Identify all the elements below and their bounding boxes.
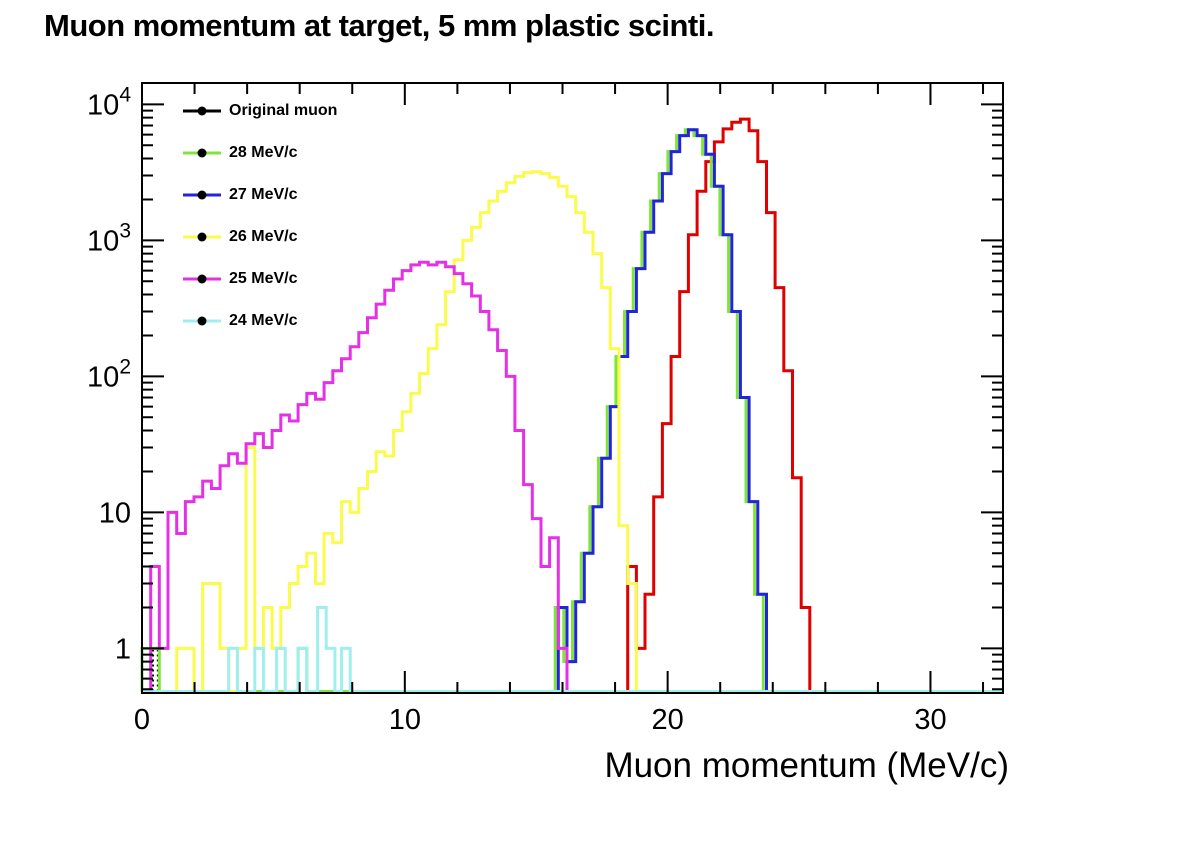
series-p26 bbox=[175, 170, 638, 693]
x-tick-label: 30 bbox=[914, 704, 946, 736]
series-p24 bbox=[142, 606, 1003, 693]
legend-item-original-muon: Original muon bbox=[183, 99, 337, 123]
legend-swatch-line bbox=[183, 274, 221, 284]
y-tick-label: 1 bbox=[115, 633, 131, 665]
legend-swatch-line bbox=[183, 190, 221, 200]
x-axis-title: Muon momentum (MeV/c) bbox=[604, 746, 1009, 785]
y-tick-label: 104 bbox=[87, 83, 131, 121]
legend-item-24-mev-c: 24 MeV/c bbox=[183, 309, 297, 333]
series-p25 bbox=[149, 260, 569, 692]
x-axis-tick-labels: 0 10 20 30 bbox=[134, 704, 947, 736]
series-p27 bbox=[556, 128, 768, 692]
legend-swatch-line bbox=[183, 148, 221, 158]
legend-marker-dot bbox=[197, 106, 207, 116]
axis-ticks bbox=[141, 83, 1003, 693]
y-tick-label: 103 bbox=[87, 219, 131, 257]
legend-swatch-line bbox=[183, 106, 221, 116]
page-title: Muon momentum at target, 5 mm plastic sc… bbox=[44, 8, 714, 43]
legend-label: 24 MeV/c bbox=[229, 312, 298, 329]
y-tick-label: 102 bbox=[87, 355, 131, 393]
legend-item-26-mev-c: 26 MeV/c bbox=[183, 225, 297, 249]
series-unlabeled_red bbox=[626, 117, 812, 692]
legend-marker-dot bbox=[197, 232, 207, 242]
y-tick-label: 10 bbox=[99, 497, 131, 529]
x-tick-label: 10 bbox=[389, 704, 421, 736]
legend-item-28-mev-c: 28 MeV/c bbox=[183, 141, 297, 165]
legend-marker-dot bbox=[197, 190, 207, 200]
legend-label: Original muon bbox=[229, 102, 338, 119]
x-tick-label: 0 bbox=[134, 704, 150, 736]
legend-label: 27 MeV/c bbox=[229, 186, 298, 203]
legend-label: 25 MeV/c bbox=[229, 270, 298, 287]
legend-swatch-line bbox=[183, 316, 221, 326]
legend-label: 28 MeV/c bbox=[229, 144, 298, 161]
legend-item-27-mev-c: 27 MeV/c bbox=[183, 183, 297, 207]
legend-marker-dot bbox=[197, 274, 207, 284]
legend-marker-dot bbox=[197, 316, 207, 326]
legend-label: 26 MeV/c bbox=[229, 228, 298, 245]
legend-swatch-line bbox=[183, 232, 221, 242]
x-tick-label: 20 bbox=[652, 704, 684, 736]
y-axis-tick-labels: 1 10 102 103 104 bbox=[87, 83, 131, 665]
series-original_muon bbox=[151, 646, 160, 692]
legend-item-25-mev-c: 25 MeV/c bbox=[183, 267, 297, 291]
plot-frame bbox=[141, 82, 1004, 694]
legend-marker-dot bbox=[197, 148, 207, 158]
